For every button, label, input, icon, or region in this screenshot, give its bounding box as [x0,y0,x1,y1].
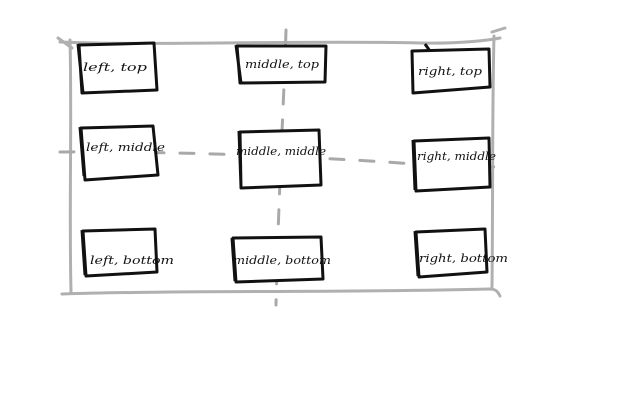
box-outline [411,136,492,193]
box-label: right, middle [417,150,497,163]
box-label: left, bottom [90,254,174,267]
box-middle-bottom: middle, bottom [230,235,331,284]
box-right-middle: right, middle [411,136,497,193]
box-middle-middle: middle, middle [236,128,327,190]
frame-left-edge [68,38,73,294]
box-label: right, bottom [419,252,508,265]
box-outline [78,124,160,182]
box-left-bottom: left, bottom [80,227,174,278]
frame-right-edge [490,34,496,289]
box-right-top: right, top [410,43,492,95]
frame-corner-stroke-tr [490,26,507,34]
box-label: middle, middle [236,145,327,158]
box-outline [410,43,492,95]
frame-bottom-edge [60,287,502,298]
box-right-bottom: right, bottom [413,227,508,279]
box-outline [80,227,159,278]
box-label: middle, top [245,58,319,71]
box-label: left, middle [86,141,166,154]
box-outline [234,44,328,85]
box-outline [413,227,489,279]
box-label: right, top [418,65,482,78]
box-outline [230,235,325,284]
box-label: middle, bottom [233,254,331,267]
box-label: left, top [83,61,147,74]
frame-corner-stroke-tl [56,36,74,50]
box-middle-top: middle, top [234,44,328,85]
box-outline [76,41,159,95]
box-outline [237,128,323,190]
box-left-middle: left, middle [78,124,166,182]
box-left-top: left, top [76,41,159,95]
